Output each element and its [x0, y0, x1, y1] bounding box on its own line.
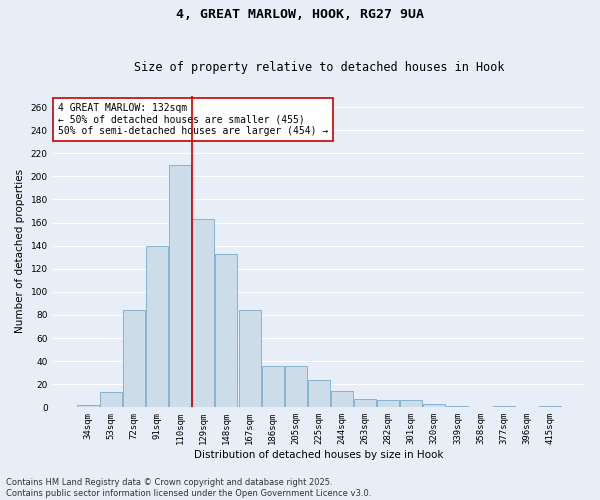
- Bar: [77, 405, 99, 407]
- Y-axis label: Number of detached properties: Number of detached properties: [15, 170, 25, 334]
- Text: 4 GREAT MARLOW: 132sqm
← 50% of detached houses are smaller (455)
50% of semi-de: 4 GREAT MARLOW: 132sqm ← 50% of detached…: [58, 104, 328, 136]
- Bar: [539, 406, 561, 407]
- Bar: [100, 392, 122, 407]
- Bar: [493, 406, 515, 407]
- Bar: [193, 219, 214, 408]
- Bar: [331, 391, 353, 407]
- Text: 4, GREAT MARLOW, HOOK, RG27 9UA: 4, GREAT MARLOW, HOOK, RG27 9UA: [176, 8, 424, 20]
- Bar: [424, 404, 445, 407]
- Bar: [215, 254, 238, 408]
- Title: Size of property relative to detached houses in Hook: Size of property relative to detached ho…: [134, 60, 504, 74]
- Bar: [239, 310, 260, 408]
- Bar: [400, 400, 422, 407]
- Text: Contains HM Land Registry data © Crown copyright and database right 2025.
Contai: Contains HM Land Registry data © Crown c…: [6, 478, 371, 498]
- Bar: [377, 400, 399, 407]
- Bar: [308, 380, 330, 407]
- Bar: [262, 366, 284, 408]
- X-axis label: Distribution of detached houses by size in Hook: Distribution of detached houses by size …: [194, 450, 443, 460]
- Bar: [354, 399, 376, 407]
- Bar: [285, 366, 307, 408]
- Bar: [169, 165, 191, 408]
- Bar: [446, 406, 469, 407]
- Bar: [146, 246, 168, 408]
- Bar: [123, 310, 145, 408]
